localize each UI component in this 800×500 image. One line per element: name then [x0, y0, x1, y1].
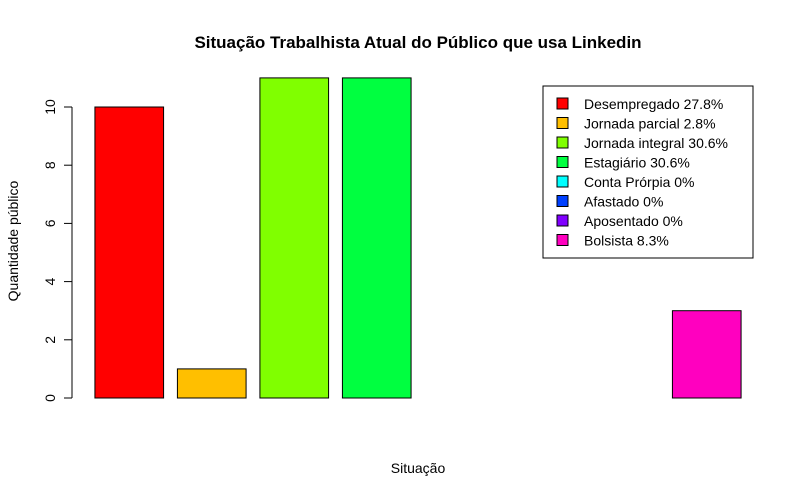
y-tick-label: 6	[42, 219, 58, 227]
x-axis-label: Situação	[391, 460, 446, 476]
y-tick-label: 0	[42, 394, 58, 402]
legend-entry: Bolsista 8.3%	[584, 233, 669, 249]
legend-swatch	[557, 98, 568, 109]
bar-jornada-parcial	[177, 369, 246, 398]
y-axis: 0 2 4 6 8 10	[42, 99, 72, 402]
legend-entry: Estagiário 30.6%	[584, 155, 690, 171]
y-tick-label: 2	[42, 336, 58, 344]
chart-title: Situação Trabalhista Atual do Público qu…	[194, 33, 641, 52]
legend-entry: Afastado 0%	[584, 194, 663, 210]
bar-estagi-rio	[342, 78, 411, 398]
legend-swatch	[557, 137, 568, 148]
legend-entry: Jornada parcial 2.8%	[584, 116, 716, 132]
y-tick-label: 8	[42, 161, 58, 169]
legend: Desempregado 27.8% Jornada parcial 2.8% Jo…	[543, 86, 753, 258]
bar-desempregado	[95, 107, 164, 398]
y-tick-label: 4	[42, 277, 58, 285]
y-axis-label: Quantidade público	[5, 180, 21, 301]
legend-entry: Aposentado 0%	[584, 213, 683, 229]
legend-swatch	[557, 176, 568, 187]
legend-swatch	[557, 118, 568, 129]
legend-entry: Desempregado 27.8%	[584, 96, 723, 112]
legend-entry: Jornada integral 30.6%	[584, 135, 728, 151]
bar-jornada-integral	[260, 78, 329, 398]
legend-swatch	[557, 215, 568, 226]
bar-bolsista	[672, 311, 741, 398]
legend-swatch	[557, 196, 568, 207]
y-tick-label: 10	[42, 99, 58, 115]
legend-entry: Conta Prórpia 0%	[584, 174, 695, 190]
legend-swatch	[557, 235, 568, 246]
legend-swatch	[557, 157, 568, 168]
